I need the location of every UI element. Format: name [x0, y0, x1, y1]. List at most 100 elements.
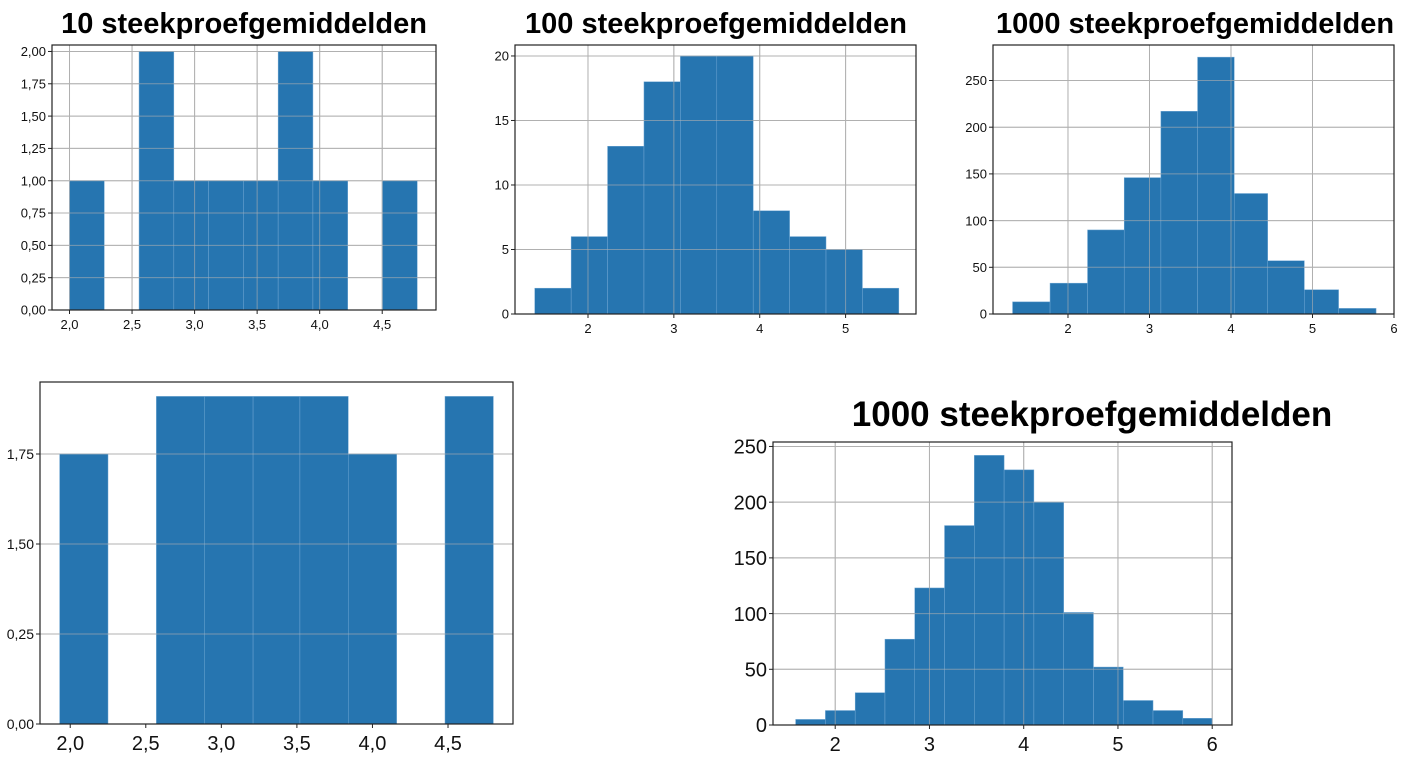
histogram-bar: [854, 692, 886, 726]
chart-title: 1000 steekproefgemiddelden: [996, 8, 1394, 40]
x-tick-label: 2,0: [60, 317, 78, 332]
x-tick-label: 3: [924, 734, 935, 756]
histogram-bar: [752, 210, 790, 315]
chart-title: 10 steekproefgemiddelden: [61, 8, 427, 40]
y-tick-label: 1,75: [7, 446, 34, 462]
y-tick-label: 1,50: [21, 109, 46, 124]
plot-frame: [514, 44, 917, 315]
histogram-bar: [1049, 282, 1088, 315]
y-tick-label: 250: [965, 73, 987, 88]
x-tick-label: 2,5: [132, 733, 160, 755]
chart-title: 1000 steekproefgemiddelden: [852, 395, 1332, 434]
y-tick-label: 5: [502, 242, 509, 257]
histogram-bar: [884, 638, 916, 726]
x-tick-label: 3,5: [248, 317, 266, 332]
x-tick-label: 5: [842, 321, 849, 336]
y-tick-label: 0: [756, 715, 767, 737]
y-tick-label: 200: [965, 120, 987, 135]
histogram-bar: [1160, 111, 1198, 315]
x-tick-label: 4: [1227, 321, 1234, 336]
histogram-bar: [1152, 710, 1184, 726]
y-tick-label: 50: [973, 260, 987, 275]
histogram-bar: [204, 396, 254, 725]
y-tick-label: 150: [965, 167, 987, 182]
x-tick-label: 6: [1390, 321, 1397, 336]
histogram-bar: [825, 249, 863, 315]
x-tick-label: 4,0: [311, 317, 329, 332]
chart-5: 2 3 4 5 6 0 50 100 150 200 250 1000 steekproefgemid…: [734, 395, 1333, 756]
histogram-bar: [643, 81, 681, 315]
histogram-bar: [156, 396, 205, 725]
chart-title: 100 steekproefgemiddelden: [525, 8, 907, 40]
y-tick-label: 15: [495, 113, 509, 128]
y-tick-label: 150: [734, 548, 767, 570]
histogram-bar: [444, 396, 494, 725]
y-tick-label: 10: [495, 178, 509, 193]
y-tick-label: 1,75: [21, 76, 46, 91]
histogram-bar: [607, 146, 645, 315]
y-tick-label: 0: [502, 307, 509, 322]
x-tick-label: 2,0: [56, 733, 84, 755]
y-tick-label: 0: [980, 307, 987, 322]
histogram-bar: [1063, 612, 1094, 726]
histogram-bar: [1267, 260, 1305, 315]
x-tick-label: 4,0: [359, 733, 387, 755]
x-tick-label: 6: [1207, 734, 1218, 756]
x-tick-label: 5: [1309, 321, 1316, 336]
chart-1: 2,0 2,5 3,0 3,5 4,0 4,5 0,00 0,25 0,50 0,75 1,00 1,…: [21, 8, 437, 332]
histogram-bar: [1012, 301, 1051, 315]
x-tick-label: 5: [1112, 734, 1123, 756]
y-tick-label: 100: [734, 604, 767, 626]
histogram-bar: [795, 719, 826, 726]
y-tick-label: 1,50: [7, 536, 34, 552]
histogram-bar: [1003, 469, 1035, 726]
x-tick-label: 3,0: [186, 317, 204, 332]
histogram-bar: [348, 453, 397, 725]
histogram-bar: [1338, 308, 1377, 315]
y-tick-label: 0,25: [7, 626, 34, 642]
y-tick-label: 200: [734, 492, 767, 514]
histogram-bar: [825, 710, 856, 726]
x-tick-label: 4: [1018, 734, 1029, 756]
x-tick-label: 2: [1064, 321, 1071, 336]
histogram-bar: [1234, 193, 1268, 315]
y-tick-label: 0,50: [21, 238, 46, 253]
y-tick-label: 50: [745, 659, 767, 681]
histogram-bar: [252, 396, 301, 725]
y-tick-label: 20: [495, 49, 509, 64]
plot-frame: [51, 44, 437, 311]
y-tick-label: 0,00: [7, 716, 34, 732]
y-tick-label: 1,25: [21, 141, 46, 156]
chart-3: 2 3 4 5 6 0 50 100 150 200 250 1000 steekproefgemid…: [965, 8, 1397, 336]
x-tick-label: 2,5: [123, 317, 141, 332]
x-tick-label: 3: [670, 321, 677, 336]
y-tick-label: 2,00: [21, 44, 46, 59]
histogram-bar: [1123, 177, 1162, 315]
x-tick-label: 2: [830, 734, 841, 756]
histogram-bar: [1182, 718, 1213, 726]
plot-frame: [772, 441, 1233, 726]
x-tick-label: 3,5: [283, 733, 311, 755]
y-tick-label: 0,75: [21, 206, 46, 221]
y-tick-label: 100: [965, 213, 987, 228]
x-tick-label: 3,0: [207, 733, 235, 755]
x-tick-label: 3: [1146, 321, 1153, 336]
y-tick-label: 0,25: [21, 270, 46, 285]
plot-frame: [39, 381, 514, 725]
x-tick-label: 4: [756, 321, 763, 336]
histogram-bar: [534, 287, 572, 315]
histogram-bar: [862, 287, 900, 315]
histogram-bar: [789, 236, 827, 315]
histogram-bar: [1122, 700, 1154, 726]
x-tick-label: 2: [584, 321, 591, 336]
chart-2: 2 3 4 5 0 5 10 15 20 100 steekproefgemiddelden: [495, 8, 917, 336]
x-tick-label: 4,5: [434, 733, 462, 755]
x-tick-label: 4,5: [373, 317, 391, 332]
chart-4: 2,0 2,5 3,0 3,5 4,0 4,5 0,00 0,25 1,50 1,75: [7, 381, 514, 755]
y-tick-label: 250: [734, 437, 767, 459]
histogram-bar: [1304, 289, 1339, 315]
y-tick-label: 0,00: [21, 303, 46, 318]
histogram-bar: [1197, 56, 1235, 315]
histogram-bar: [59, 453, 109, 725]
